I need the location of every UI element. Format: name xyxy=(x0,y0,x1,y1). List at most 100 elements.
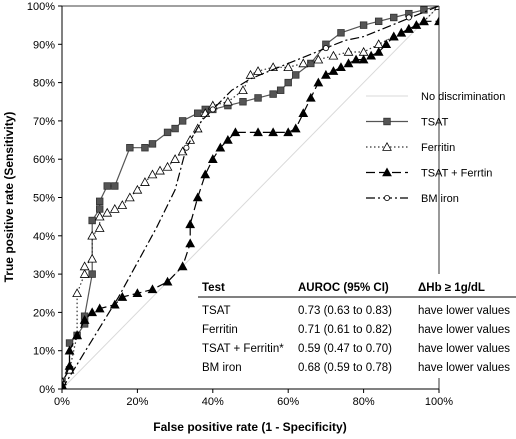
series-point-ferritin xyxy=(328,50,339,60)
y-tick-label: 60% xyxy=(33,154,55,166)
series-point-tsat-ferrtin xyxy=(403,23,414,33)
series-point-bm-iron xyxy=(209,106,216,113)
series-point-tsat xyxy=(126,144,134,152)
series-point-ferritin xyxy=(102,207,113,217)
series-point-ferritin xyxy=(283,62,294,72)
series-point-ferritin xyxy=(79,261,90,271)
table-row: TSAT 0.73 (0.63 to 0.83) have lower values xyxy=(202,305,510,317)
legend-label-ferritin: Ferritin xyxy=(421,142,455,154)
series-point-tsat xyxy=(148,140,157,148)
series-point-tsat-ferrtin xyxy=(64,360,75,370)
series-point-tsat xyxy=(178,117,187,125)
table-row: BM iron 0.68 (0.59 to 0.78) have lower val… xyxy=(202,362,510,374)
series-tsat xyxy=(62,6,439,389)
series-point-tsat-ferrtin xyxy=(192,192,203,202)
series-point-tsat-ferrtin xyxy=(72,330,82,340)
table-cell: BM iron xyxy=(202,362,242,374)
series-point-ferritin xyxy=(223,96,233,106)
y-tick-label: 80% xyxy=(33,78,55,90)
series-point-tsat-ferrtin xyxy=(351,54,361,64)
y-axis-label: True positive rate (Sensitivity) xyxy=(2,112,16,283)
series-point-tsat-ferrtin xyxy=(290,123,301,133)
legend-label-no-discrimination: No discrimination xyxy=(421,91,505,103)
legend-marker-bm-iron xyxy=(383,194,390,201)
series-point-ferritin xyxy=(72,288,82,298)
series-point-ferritin xyxy=(343,46,354,56)
series-point-tsat-ferrtin xyxy=(358,54,369,64)
series-point-tsat-ferrtin xyxy=(132,288,143,298)
series-point-tsat-ferrtin xyxy=(253,127,263,137)
legend-item-ferritin: Ferritin xyxy=(366,141,455,154)
legend-item-no-discrimination: No discrimination xyxy=(366,91,505,103)
x-axis-label: False positive rate (1 - Specificity) xyxy=(153,420,346,434)
series-point-tsat xyxy=(88,216,96,225)
series-point-tsat xyxy=(96,205,104,213)
table-cell: 0.68 (0.59 to 0.78) xyxy=(298,362,392,374)
series-line-tsat-ferrtin xyxy=(62,20,439,389)
series-point-ferritin xyxy=(373,39,384,49)
series-point-tsat-ferrtin xyxy=(419,16,429,26)
x-tick-label: 100% xyxy=(425,396,453,408)
series-point-tsat-ferrtin xyxy=(434,16,439,26)
table-row: Ferritin 0.71 (0.61 to 0.82) have lower va… xyxy=(202,324,510,336)
series-point-tsat xyxy=(163,128,172,137)
table-cell: 0.73 (0.63 to 0.83) xyxy=(298,305,392,317)
series-point-ferritin xyxy=(185,135,196,144)
table-cell: Ferritin xyxy=(202,324,238,336)
series-point-tsat xyxy=(103,182,111,190)
series-point-ferritin xyxy=(313,54,324,64)
series-point-tsat xyxy=(307,59,315,68)
series-point-tsat xyxy=(374,17,383,26)
series-point-tsat-ferrtin xyxy=(162,276,173,286)
y-tick-label: 30% xyxy=(33,269,55,281)
series-point-tsat-ferrtin xyxy=(321,69,331,79)
y-tick-label: 40% xyxy=(33,231,55,243)
series-point-tsat-ferrtin xyxy=(283,127,294,137)
y-tick-label: 50% xyxy=(33,193,55,205)
series-point-tsat xyxy=(284,78,292,87)
series-point-tsat-ferrtin xyxy=(223,135,233,144)
legend-marker-ferritin xyxy=(382,141,392,151)
series-point-tsat-ferrtin xyxy=(117,292,128,301)
series-layer xyxy=(62,6,439,389)
series-point-tsat-ferrtin xyxy=(79,315,90,324)
series-point-ferritin xyxy=(94,211,105,221)
series-point-tsat-ferrtin xyxy=(336,62,346,72)
y-tick-label: 0% xyxy=(39,384,55,396)
series-bm-iron xyxy=(62,6,439,389)
series-point-tsat-ferrtin xyxy=(396,27,407,37)
series-point-ferritin xyxy=(358,46,369,56)
series-point-tsat-ferrtin xyxy=(328,66,339,75)
series-point-ferritin xyxy=(132,184,143,194)
table-cell: TSAT xyxy=(202,305,231,317)
series-point-tsat xyxy=(239,98,247,106)
series-point-tsat-ferrtin xyxy=(185,238,196,248)
series-point-tsat-ferrtin xyxy=(230,127,241,137)
series-point-ferritin xyxy=(170,154,180,163)
y-tick-label: 10% xyxy=(33,346,55,358)
series-point-ferritin xyxy=(147,169,158,179)
series-point-tsat-ferrtin xyxy=(64,345,75,355)
series-point-ferritin xyxy=(162,161,173,171)
x-tick-label: 60% xyxy=(277,396,299,408)
series-point-tsat xyxy=(269,90,277,98)
legend-label-tsat: TSAT xyxy=(421,117,449,129)
series-point-tsat-ferrtin xyxy=(147,284,158,294)
series-point-tsat xyxy=(337,29,345,37)
series-point-bm-iron xyxy=(183,144,190,151)
series-point-tsat xyxy=(141,144,149,152)
series-point-tsat-ferrtin xyxy=(388,31,399,41)
table-header-cell: Test xyxy=(202,282,225,294)
series-point-ferritin xyxy=(253,66,263,75)
series-point-bm-iron xyxy=(405,14,412,21)
series-point-tsat-ferrtin xyxy=(381,39,392,49)
series-point-ferritin xyxy=(79,269,90,278)
y-tick-label: 90% xyxy=(33,39,55,51)
series-point-ferritin xyxy=(87,253,98,263)
series-point-tsat xyxy=(96,197,104,206)
table-cell: have lower values xyxy=(418,362,510,374)
table-header-cell: ΔHb ≥ 1g/dL xyxy=(418,282,485,294)
series-point-tsat-ferrtin xyxy=(373,46,384,56)
series-point-tsat-ferrtin xyxy=(200,169,211,179)
y-tick-label: 70% xyxy=(33,116,55,128)
